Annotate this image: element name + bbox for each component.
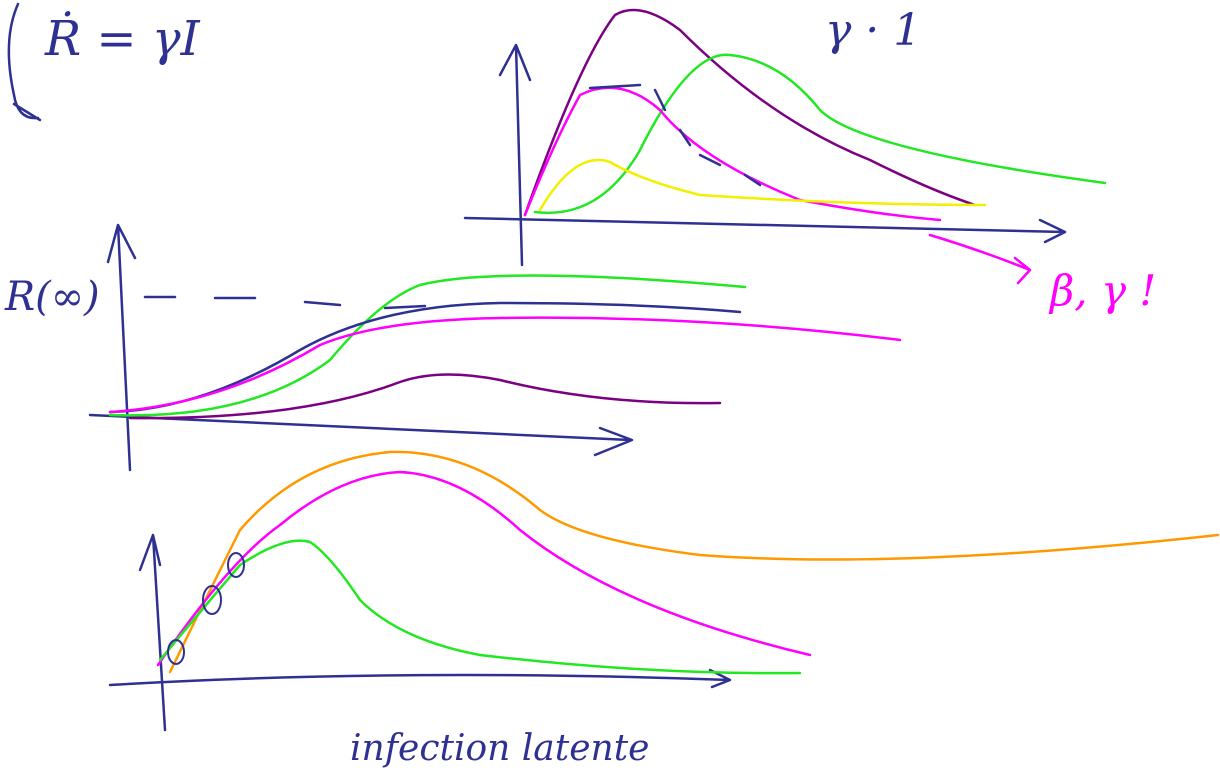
params-note: β, γ ! bbox=[1048, 266, 1156, 315]
whiteboard: Ṙ = γI γ · 1 R(∞) β, γ ! infection laten… bbox=[0, 0, 1220, 778]
gamma-note: γ · 1 bbox=[825, 5, 921, 56]
r-infinity-label: R(∞) bbox=[4, 274, 100, 320]
equation: Ṙ = γI bbox=[44, 10, 201, 67]
background bbox=[0, 0, 1220, 778]
caption: infection latente bbox=[350, 728, 649, 769]
